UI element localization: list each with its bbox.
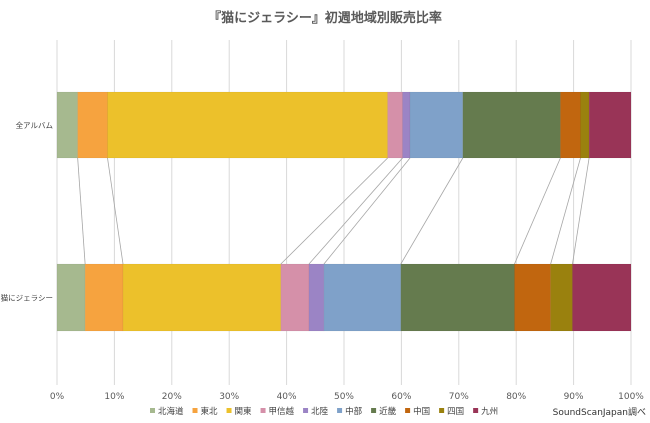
bar-segment-東北 — [77, 91, 108, 159]
legend-label: 甲信越 — [269, 406, 295, 417]
bar-segment-近畿 — [400, 263, 515, 332]
bar-segment-北海道 — [56, 91, 78, 159]
legend-swatch — [337, 408, 343, 413]
connector-line — [308, 157, 403, 265]
x-tick-label: 20% — [162, 392, 182, 402]
bar-segment-中国 — [560, 91, 581, 159]
legend-label: 関東 — [235, 406, 253, 417]
connector-line — [107, 157, 124, 265]
x-tick-label: 0% — [50, 392, 65, 402]
chart-title: 『猫にジェラシー』初週地域別販売比率 — [208, 10, 442, 26]
x-tick-label: 60% — [391, 392, 411, 402]
legend-swatch — [260, 408, 266, 413]
legend-label: 九州 — [481, 407, 498, 417]
x-tick-label: 10% — [104, 392, 124, 402]
legend-label: 近畿 — [379, 406, 397, 417]
connector-line — [323, 157, 411, 265]
bar-segment-四国 — [580, 91, 590, 159]
legend-swatch — [371, 408, 377, 413]
bar-segment-北陸 — [402, 91, 411, 159]
legend-swatch — [226, 408, 232, 413]
legend-swatch — [192, 408, 198, 413]
bar-segment-九州 — [572, 263, 632, 332]
legend-label: 北海道 — [158, 406, 184, 417]
bar-segment-北陸 — [308, 263, 325, 332]
bar-segment-甲信越 — [387, 91, 403, 159]
x-tick-label: 80% — [506, 392, 526, 402]
legend-label: 中国 — [413, 406, 430, 417]
bar-segment-中国 — [514, 263, 551, 332]
legend-label: 中部 — [345, 406, 363, 417]
legend-swatch — [303, 408, 309, 413]
bar-segment-東北 — [84, 263, 124, 332]
legend-label: 四国 — [447, 407, 464, 417]
category-label: 全アルバム — [16, 120, 53, 130]
x-tick-label: 70% — [449, 392, 469, 402]
connector-line — [572, 157, 590, 265]
connector-line — [77, 157, 86, 265]
x-tick-label: 100% — [618, 392, 644, 402]
x-tick-label: 90% — [564, 392, 584, 402]
bar-segment-九州 — [588, 91, 632, 159]
bar-segment-北海道 — [56, 263, 86, 332]
bar-segment-中部 — [323, 263, 402, 332]
connector-line — [514, 157, 561, 265]
bar-segment-甲信越 — [280, 263, 310, 332]
legend-swatch — [473, 408, 479, 413]
source-note: SoundScanJapan調べ — [553, 406, 646, 418]
bar-segment-四国 — [550, 263, 573, 332]
bar-segment-近畿 — [462, 91, 561, 159]
connector-line — [550, 157, 581, 265]
legend-label: 東北 — [201, 406, 219, 417]
bar-segment-関東 — [122, 263, 282, 332]
legend-label: 北陸 — [311, 406, 329, 417]
legend-swatch — [405, 408, 411, 413]
connector-line — [280, 157, 388, 265]
x-tick-label: 40% — [277, 392, 297, 402]
x-tick-label: 50% — [334, 392, 354, 402]
legend-swatch — [439, 408, 445, 413]
connector-line — [400, 157, 464, 265]
legend-swatch — [150, 408, 155, 413]
x-tick-label: 30% — [219, 392, 239, 402]
category-label: 猫にジェラシー — [1, 293, 53, 303]
bar-segment-中部 — [409, 91, 464, 159]
bar-segment-関東 — [107, 91, 388, 159]
